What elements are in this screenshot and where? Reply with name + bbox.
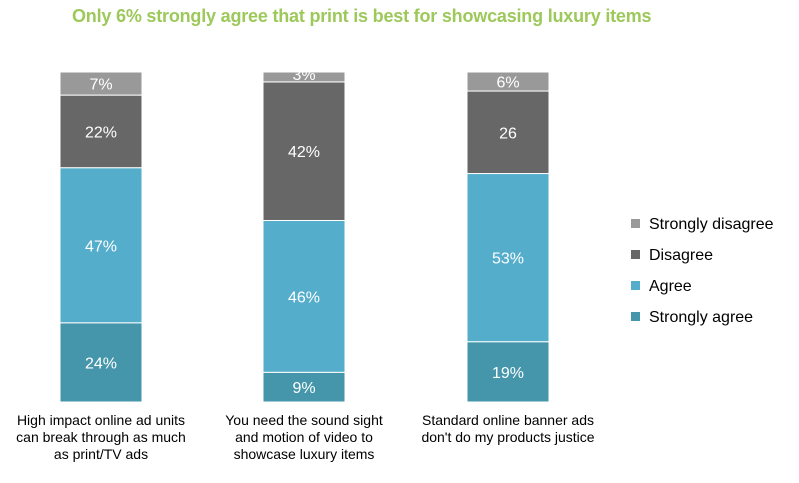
segment-label-agree-1: 47% xyxy=(85,238,117,255)
legend-label-strongly-agree: Strongly agree xyxy=(649,309,753,326)
legend-label-strongly-disagree: Strongly disagree xyxy=(649,216,774,233)
bar-segment-agree-2 xyxy=(262,220,346,373)
bars-group xyxy=(59,71,550,403)
bar-segment-agree-3 xyxy=(466,173,550,343)
category-label-1: High impact online ad units can break thr… xyxy=(16,412,186,462)
bar-segment-disagree-2 xyxy=(262,81,346,222)
bar-segment-strongly-agree-3 xyxy=(466,341,550,403)
segment-label-disagree-1: 22% xyxy=(85,124,117,141)
legend-swatch-agree xyxy=(631,281,640,290)
legend: Strongly disagree Disagree Agree Strongly a… xyxy=(631,216,774,326)
segment-labels-group: 24% 47% 22% 7% 9% 46% 42% 3% 19% 53% 26 6% xyxy=(85,67,524,397)
chart-title: Only 6% strongly agree that print is bes… xyxy=(72,6,652,26)
segment-label-strongly-disagree-3: 6% xyxy=(496,75,519,92)
legend-label-disagree: Disagree xyxy=(649,247,713,264)
segment-label-strongly-disagree-2: 3% xyxy=(292,67,315,84)
category-label-3: Standard online banner ads don't do my pr… xyxy=(421,412,594,445)
legend-swatch-disagree xyxy=(631,250,640,259)
bar-segment-strongly-disagree-2 xyxy=(262,71,346,83)
category-label-2: You need the sound sight and motion of vi… xyxy=(225,412,383,462)
segment-label-strongly-agree-1: 24% xyxy=(85,355,117,372)
bar-segment-disagree-1 xyxy=(59,94,143,169)
bar-segment-strongly-disagree-1 xyxy=(59,71,143,96)
bar-segment-agree-1 xyxy=(59,167,143,324)
segment-label-strongly-disagree-1: 7% xyxy=(89,77,112,94)
bar-segment-strongly-disagree-3 xyxy=(466,71,550,92)
legend-swatch-strongly-agree xyxy=(631,312,640,321)
segment-label-disagree-2: 42% xyxy=(288,144,320,161)
bar-segment-strongly-agree-1 xyxy=(59,322,143,403)
legend-label-agree: Agree xyxy=(649,278,692,295)
segment-label-agree-3: 53% xyxy=(492,251,524,268)
segment-label-disagree-3: 26 xyxy=(499,125,517,142)
category-labels-group: High impact online ad units can break thr… xyxy=(16,412,595,462)
segment-label-strongly-agree-3: 19% xyxy=(492,365,524,382)
segment-label-agree-2: 46% xyxy=(288,289,320,306)
segment-label-strongly-agree-2: 9% xyxy=(292,380,315,397)
legend-swatch-strongly-disagree xyxy=(631,219,640,228)
